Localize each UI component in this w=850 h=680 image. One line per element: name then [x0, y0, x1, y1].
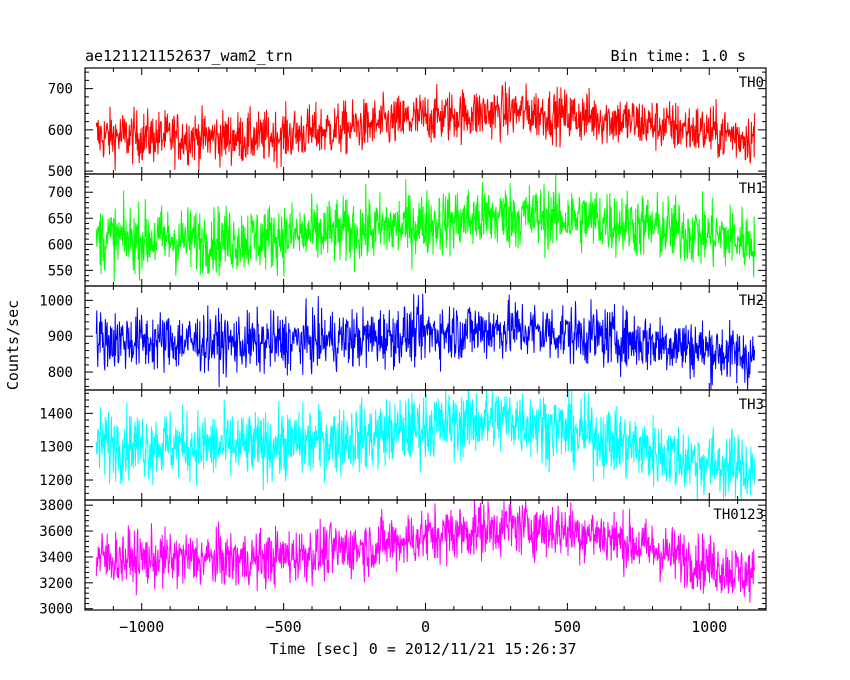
y-tick-label: 3200 — [39, 576, 73, 592]
panel-th2: 800 900 1000 TH2 — [39, 285, 767, 391]
x-tick-label: 0 — [421, 618, 430, 636]
series-label-th2: TH2 — [739, 293, 764, 309]
panel-th3: 1200 1300 1400 TH3 — [39, 389, 767, 501]
x-axis: −1000 −500 0 500 1000 — [119, 618, 727, 636]
x-tick-label: −1000 — [119, 618, 164, 636]
y-tick-label: 3000 — [39, 602, 73, 618]
y-tick-label: 1000 — [39, 293, 73, 309]
y-tick-label: 3800 — [39, 498, 73, 514]
y-tick-label: 700 — [48, 185, 73, 201]
series-label-th0123: TH0123 — [713, 507, 764, 523]
chart-title: ae121121152637_wam2_trn — [85, 47, 293, 65]
y-tick-label: 700 — [48, 82, 73, 98]
panels: 500 600 700 TH0 550 600 650 700 TH1 800 900 1000 TH2… — [39, 67, 767, 618]
y-tick-label: 3600 — [39, 524, 73, 540]
y-tick-label: 600 — [48, 123, 73, 139]
panel-th0: 500 600 700 TH0 — [48, 67, 767, 180]
series-line-th1 — [95, 174, 756, 282]
y-tick-label: 550 — [48, 263, 73, 279]
series-label-th1: TH1 — [739, 181, 764, 197]
y-tick-label: 800 — [48, 365, 73, 381]
x-axis-label: Time [sec] 0 = 2012/11/21 15:26:37 — [269, 640, 576, 658]
y-tick-label: 1400 — [39, 406, 73, 422]
y-tick-label: 900 — [48, 329, 73, 345]
x-tick-label: 1000 — [691, 618, 727, 636]
y-tick-label: 500 — [48, 164, 73, 180]
series-line-th3 — [95, 390, 756, 500]
y-tick-label: 650 — [48, 211, 73, 227]
x-tick-label: −500 — [266, 618, 302, 636]
series-line-th2 — [95, 293, 756, 390]
series-line-th0123 — [95, 500, 756, 603]
y-tick-label: 3400 — [39, 550, 73, 566]
y-tick-label: 1300 — [39, 440, 73, 456]
y-tick-label: 600 — [48, 237, 73, 253]
series-line-th0 — [95, 81, 756, 172]
y-axis-label: Counts/sec — [4, 300, 22, 390]
series-label-th0: TH0 — [739, 75, 764, 91]
bin-time-label: Bin time: 1.0 s — [611, 47, 746, 65]
panel-th0123: 3000 3200 3400 3600 3800 TH0123 — [39, 498, 767, 618]
panel-th1: 550 600 650 700 TH1 — [48, 173, 767, 287]
series-label-th3: TH3 — [739, 397, 764, 413]
x-tick-label: 500 — [554, 618, 581, 636]
y-tick-label: 1200 — [39, 473, 73, 489]
